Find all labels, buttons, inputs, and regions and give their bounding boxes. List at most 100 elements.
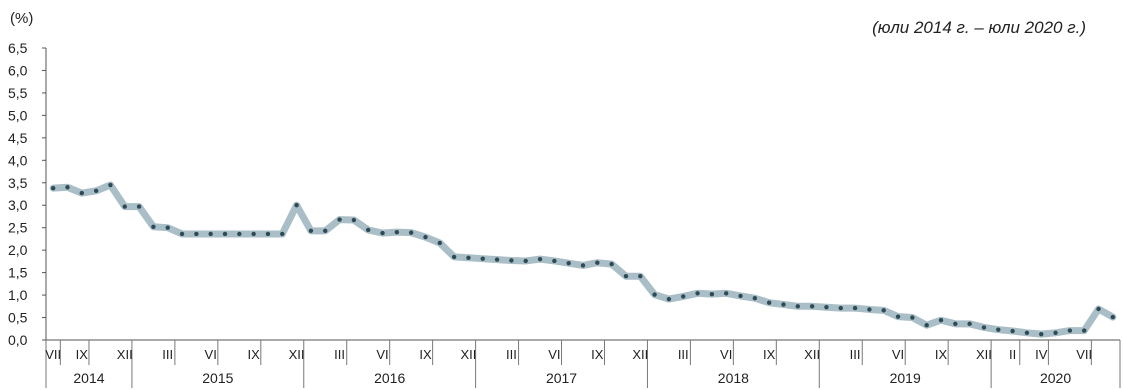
data-point bbox=[1024, 330, 1030, 336]
x-year-label: 2020 bbox=[1040, 370, 1071, 386]
data-point bbox=[366, 227, 371, 233]
data-point bbox=[308, 228, 314, 234]
data-point bbox=[251, 231, 256, 237]
x-month-label: VI bbox=[376, 347, 388, 362]
y-tick-label: 5,5 bbox=[8, 85, 28, 101]
y-tick-label: 4,0 bbox=[8, 152, 28, 168]
data-point bbox=[79, 190, 85, 196]
x-month-label: III bbox=[162, 347, 173, 362]
data-point bbox=[967, 321, 972, 327]
data-point bbox=[280, 231, 285, 237]
x-month-label: VI bbox=[892, 347, 904, 362]
x-month-label: XII bbox=[460, 347, 476, 362]
data-point bbox=[809, 304, 815, 309]
x-year-label: 2017 bbox=[546, 370, 577, 386]
data-point bbox=[724, 291, 729, 296]
data-point bbox=[1067, 328, 1073, 333]
y-tick-label: 0,5 bbox=[8, 310, 28, 326]
data-point bbox=[895, 314, 901, 319]
data-point bbox=[795, 304, 800, 309]
data-point bbox=[867, 307, 872, 312]
data-point bbox=[709, 291, 715, 297]
y-tick-label: 0,0 bbox=[8, 332, 28, 348]
data-point bbox=[509, 258, 514, 263]
x-month-label: IX bbox=[591, 347, 604, 362]
data-point bbox=[924, 322, 929, 328]
data-point bbox=[65, 185, 70, 190]
chart-subtitle: (юли 2014 г. – юли 2020 г.) bbox=[872, 18, 1086, 37]
x-month-label: III bbox=[678, 347, 689, 362]
x-year-label: 2015 bbox=[202, 370, 233, 386]
data-point bbox=[824, 305, 829, 310]
y-tick-label: 3,5 bbox=[8, 175, 28, 191]
data-point bbox=[580, 263, 586, 268]
data-point bbox=[752, 296, 758, 301]
data-point bbox=[681, 294, 686, 299]
data-point bbox=[451, 254, 457, 260]
data-point bbox=[151, 224, 156, 229]
data-point bbox=[294, 203, 299, 208]
data-point bbox=[194, 231, 199, 237]
x-month-label: VII bbox=[45, 347, 61, 362]
x-year-label: 2014 bbox=[73, 370, 104, 386]
y-tick-label: 6,5 bbox=[8, 40, 28, 56]
data-point bbox=[1053, 330, 1058, 336]
data-point bbox=[337, 217, 342, 222]
data-point bbox=[1082, 328, 1087, 333]
y-tick-label: 3,0 bbox=[8, 197, 28, 213]
data-point bbox=[494, 257, 500, 262]
data-point bbox=[380, 230, 385, 236]
data-point bbox=[666, 296, 672, 302]
data-point bbox=[122, 204, 127, 209]
data-point bbox=[408, 230, 414, 235]
x-month-label: VII bbox=[1076, 347, 1092, 362]
data-point bbox=[566, 260, 571, 266]
data-point bbox=[437, 240, 442, 246]
data-point bbox=[93, 188, 99, 194]
x-month-label: IX bbox=[935, 347, 948, 362]
x-month-label: III bbox=[506, 347, 517, 362]
data-point bbox=[881, 308, 886, 313]
y-tick-label: 2,0 bbox=[8, 242, 28, 258]
data-point bbox=[695, 291, 700, 296]
x-month-label: XII bbox=[804, 347, 820, 362]
data-point bbox=[537, 256, 543, 262]
y-tick-label: 6,0 bbox=[8, 62, 28, 78]
y-axis-unit-label: (%) bbox=[10, 10, 34, 27]
data-point bbox=[1096, 306, 1101, 312]
y-tick-label: 1,5 bbox=[8, 265, 28, 281]
data-point bbox=[208, 231, 213, 237]
x-month-label: XII bbox=[289, 347, 305, 362]
data-point bbox=[1010, 328, 1015, 334]
data-point bbox=[552, 258, 557, 264]
data-point bbox=[652, 292, 657, 297]
data-point bbox=[1039, 331, 1044, 337]
data-point bbox=[222, 231, 228, 237]
data-point bbox=[938, 318, 944, 323]
data-point bbox=[623, 274, 629, 279]
x-year-label: 2019 bbox=[890, 370, 921, 386]
data-point bbox=[466, 255, 471, 260]
x-month-label: IV bbox=[1035, 347, 1048, 362]
x-month-label: VI bbox=[548, 347, 560, 362]
x-month-label: XII bbox=[117, 347, 133, 362]
x-month-label: VI bbox=[205, 347, 217, 362]
data-point bbox=[838, 305, 843, 311]
x-year-label: 2018 bbox=[718, 370, 749, 386]
y-tick-label: 2,5 bbox=[8, 220, 28, 236]
y-tick-label: 5,0 bbox=[8, 107, 28, 123]
y-tick-label: 4,5 bbox=[8, 130, 28, 146]
data-point bbox=[766, 300, 772, 305]
data-point bbox=[638, 274, 643, 279]
data-point bbox=[165, 225, 170, 230]
x-month-label: IX bbox=[76, 347, 89, 362]
data-point bbox=[996, 327, 1001, 332]
data-point bbox=[953, 321, 958, 327]
data-point bbox=[981, 325, 987, 330]
data-point bbox=[237, 231, 242, 237]
x-month-label: II bbox=[1009, 347, 1016, 362]
data-point bbox=[852, 305, 858, 311]
data-point bbox=[265, 231, 271, 237]
data-point bbox=[136, 204, 142, 209]
